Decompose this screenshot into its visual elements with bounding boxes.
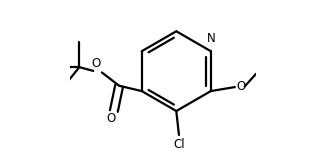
Text: N: N <box>207 32 216 45</box>
Text: O: O <box>91 58 100 71</box>
Text: O: O <box>106 112 115 125</box>
Text: O: O <box>236 80 245 93</box>
Text: Cl: Cl <box>173 138 185 151</box>
